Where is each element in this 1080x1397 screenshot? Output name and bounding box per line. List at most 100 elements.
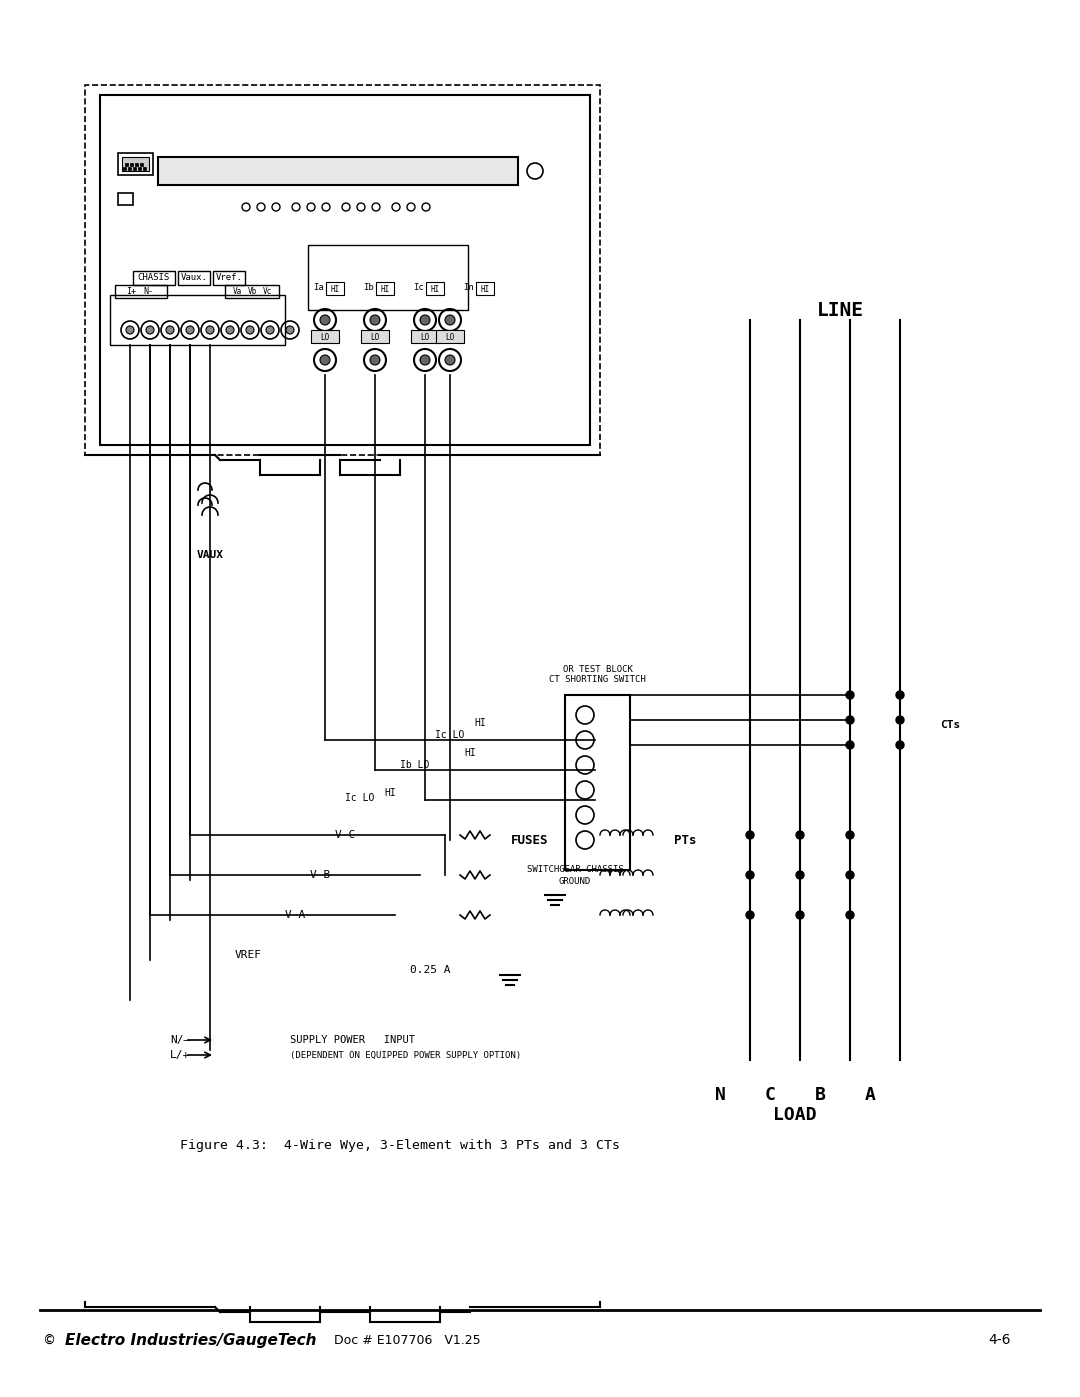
Bar (129, 168, 131, 170)
Circle shape (126, 326, 134, 334)
Circle shape (896, 740, 904, 749)
Text: LO: LO (321, 332, 329, 341)
Text: LOAD: LOAD (773, 1106, 816, 1125)
Text: I+: I+ (126, 288, 136, 296)
Circle shape (370, 314, 380, 326)
Text: CTs: CTs (940, 719, 960, 731)
Circle shape (320, 314, 330, 326)
Text: Ic: Ic (413, 284, 423, 292)
Bar (140, 163, 143, 166)
Text: Vb: Vb (247, 288, 257, 296)
Bar (143, 168, 146, 170)
Circle shape (206, 326, 214, 334)
Bar (114, 285, 167, 298)
Text: LINE: LINE (816, 300, 864, 320)
Circle shape (166, 326, 174, 334)
Text: CT SHORTING SWITCH: CT SHORTING SWITCH (549, 676, 646, 685)
Text: SUPPLY POWER   INPUT: SUPPLY POWER INPUT (291, 1035, 415, 1045)
Bar (135, 163, 138, 166)
Circle shape (320, 355, 330, 365)
Text: C: C (765, 1085, 775, 1104)
Text: L/+: L/+ (170, 1051, 190, 1060)
Text: CHASIS: CHASIS (138, 274, 171, 282)
Bar (476, 282, 494, 295)
Bar (130, 163, 133, 166)
Text: Electro Industries/GaugeTech: Electro Industries/GaugeTech (65, 1333, 316, 1348)
Bar (133, 168, 136, 170)
Text: GROUND: GROUND (558, 877, 591, 887)
Text: 0.25 A: 0.25 A (409, 965, 450, 975)
Bar (122, 156, 149, 170)
Circle shape (146, 326, 154, 334)
Text: VAUX: VAUX (197, 550, 224, 560)
Bar (138, 168, 141, 170)
Circle shape (420, 355, 430, 365)
Text: OR TEST BLOCK: OR TEST BLOCK (563, 665, 633, 675)
Text: N/–: N/– (170, 1035, 190, 1045)
Text: Va: Va (232, 288, 242, 296)
Text: PTs: PTs (674, 834, 697, 847)
Text: In: In (462, 284, 473, 292)
Bar (125, 163, 129, 166)
Text: N-: N- (143, 288, 153, 296)
Circle shape (445, 314, 455, 326)
Circle shape (846, 717, 854, 724)
Bar (436, 330, 464, 344)
Text: 4-6: 4-6 (989, 1333, 1011, 1347)
Circle shape (746, 870, 754, 879)
Circle shape (226, 326, 234, 334)
Text: Vref.: Vref. (216, 274, 242, 282)
Text: FUSES: FUSES (511, 834, 549, 847)
Bar (411, 330, 438, 344)
Bar (311, 330, 339, 344)
Circle shape (746, 831, 754, 840)
Circle shape (186, 326, 194, 334)
Bar (100, 95, 590, 446)
Bar (110, 295, 285, 345)
Text: Ia: Ia (312, 284, 323, 292)
Text: HI: HI (430, 285, 440, 293)
Text: (DEPENDENT ON EQUIPPED POWER SUPPLY OPTION): (DEPENDENT ON EQUIPPED POWER SUPPLY OPTI… (291, 1051, 522, 1059)
Text: ©: © (45, 1333, 54, 1348)
Bar (118, 154, 153, 175)
Bar (118, 193, 133, 205)
Text: Ib LO: Ib LO (400, 760, 430, 770)
Bar (308, 244, 468, 310)
Text: V C: V C (335, 830, 355, 840)
Text: Ic LO: Ic LO (435, 731, 464, 740)
Text: LO: LO (420, 332, 430, 341)
Text: VREF: VREF (235, 950, 262, 960)
Bar (85, 85, 600, 455)
Bar (123, 168, 126, 170)
Text: A: A (865, 1085, 876, 1104)
Bar (326, 282, 345, 295)
Circle shape (796, 870, 804, 879)
Text: LO: LO (370, 332, 380, 341)
Bar (361, 330, 389, 344)
Circle shape (896, 692, 904, 698)
Text: Doc # E107706   V1.25: Doc # E107706 V1.25 (330, 1334, 481, 1347)
Bar (565, 694, 630, 870)
Circle shape (445, 355, 455, 365)
Text: V A: V A (285, 909, 306, 921)
Circle shape (370, 355, 380, 365)
Circle shape (846, 740, 854, 749)
Bar (376, 282, 394, 295)
Circle shape (896, 717, 904, 724)
Text: HI: HI (464, 747, 476, 759)
Bar (158, 156, 518, 184)
Circle shape (846, 831, 854, 840)
Text: HI: HI (474, 718, 486, 728)
Text: HI: HI (330, 285, 339, 293)
Text: V B: V B (310, 870, 330, 880)
Circle shape (796, 911, 804, 919)
Text: B: B (814, 1085, 825, 1104)
Circle shape (246, 326, 254, 334)
Text: HI: HI (481, 285, 489, 293)
Text: Ic LO: Ic LO (345, 793, 375, 803)
Text: N: N (715, 1085, 726, 1104)
Text: HI: HI (384, 788, 396, 798)
Circle shape (846, 692, 854, 698)
Circle shape (846, 911, 854, 919)
Text: Vaux.: Vaux. (180, 274, 207, 282)
